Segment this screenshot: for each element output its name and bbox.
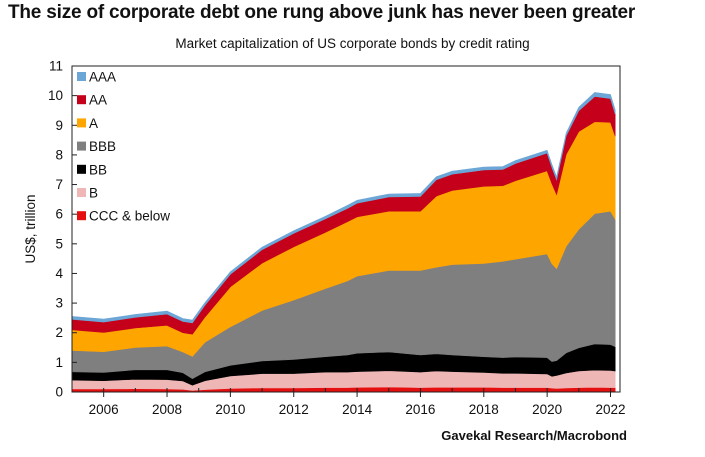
y-tick-label: 4 <box>55 266 63 281</box>
legend-swatch <box>77 211 86 221</box>
legend-swatch <box>77 118 86 128</box>
y-axis: 0 1 2 3 4 5 6 7 8 9 10 11 <box>48 59 77 400</box>
legend-label: AA <box>89 93 107 108</box>
x-tick-label: 2010 <box>215 402 245 417</box>
x-axis: 2006 2008 2010 2012 2014 2016 2018 2020 2022 <box>71 388 626 417</box>
y-axis-label: US$, trillion <box>23 194 38 263</box>
plot-frame <box>71 65 621 393</box>
x-tick-label: 2006 <box>89 402 119 417</box>
y-tick-label: 2 <box>55 325 63 340</box>
y-tick-label: 0 <box>55 385 63 400</box>
y-tick-label: 3 <box>55 296 63 311</box>
source-credit: Gavekal Research/Macrobond <box>441 428 627 443</box>
legend-label: BB <box>89 162 107 177</box>
chart-subtitle: Market capitalization of US corporate bo… <box>175 36 530 51</box>
legend-swatch <box>77 95 86 105</box>
legend-swatch <box>77 141 86 151</box>
y-tick-label: 10 <box>48 88 63 103</box>
legend-swatch <box>77 72 86 81</box>
legend-label: CCC & below <box>89 209 170 224</box>
y-tick-label: 11 <box>49 59 63 74</box>
y-tick-label: 1 <box>55 355 63 370</box>
x-tick-label: 2008 <box>152 402 182 417</box>
y-tick-label: 8 <box>55 147 63 162</box>
series-areas <box>71 92 616 393</box>
x-tick-label: 2020 <box>532 402 562 417</box>
x-tick-label: 2012 <box>279 402 309 417</box>
legend-label: BBB <box>89 139 116 154</box>
x-tick-label: 2022 <box>595 402 625 417</box>
y-tick-label: 5 <box>55 236 63 251</box>
y-tick-label: 6 <box>55 207 63 222</box>
y-tick-label: 7 <box>55 177 63 192</box>
chart-title: The size of corporate debt one rung abov… <box>8 2 636 23</box>
legend-swatch <box>77 188 86 197</box>
legend-label: A <box>89 116 98 131</box>
x-tick-label: 2018 <box>469 402 499 417</box>
legend-label: AAA <box>89 70 116 85</box>
y-tick-label: 9 <box>55 118 63 133</box>
x-tick-label: 2016 <box>405 402 435 417</box>
x-tick-label: 2014 <box>342 402 373 417</box>
legend-swatch <box>77 164 86 174</box>
area-aaa <box>71 92 616 324</box>
legend-label: B <box>89 186 98 201</box>
